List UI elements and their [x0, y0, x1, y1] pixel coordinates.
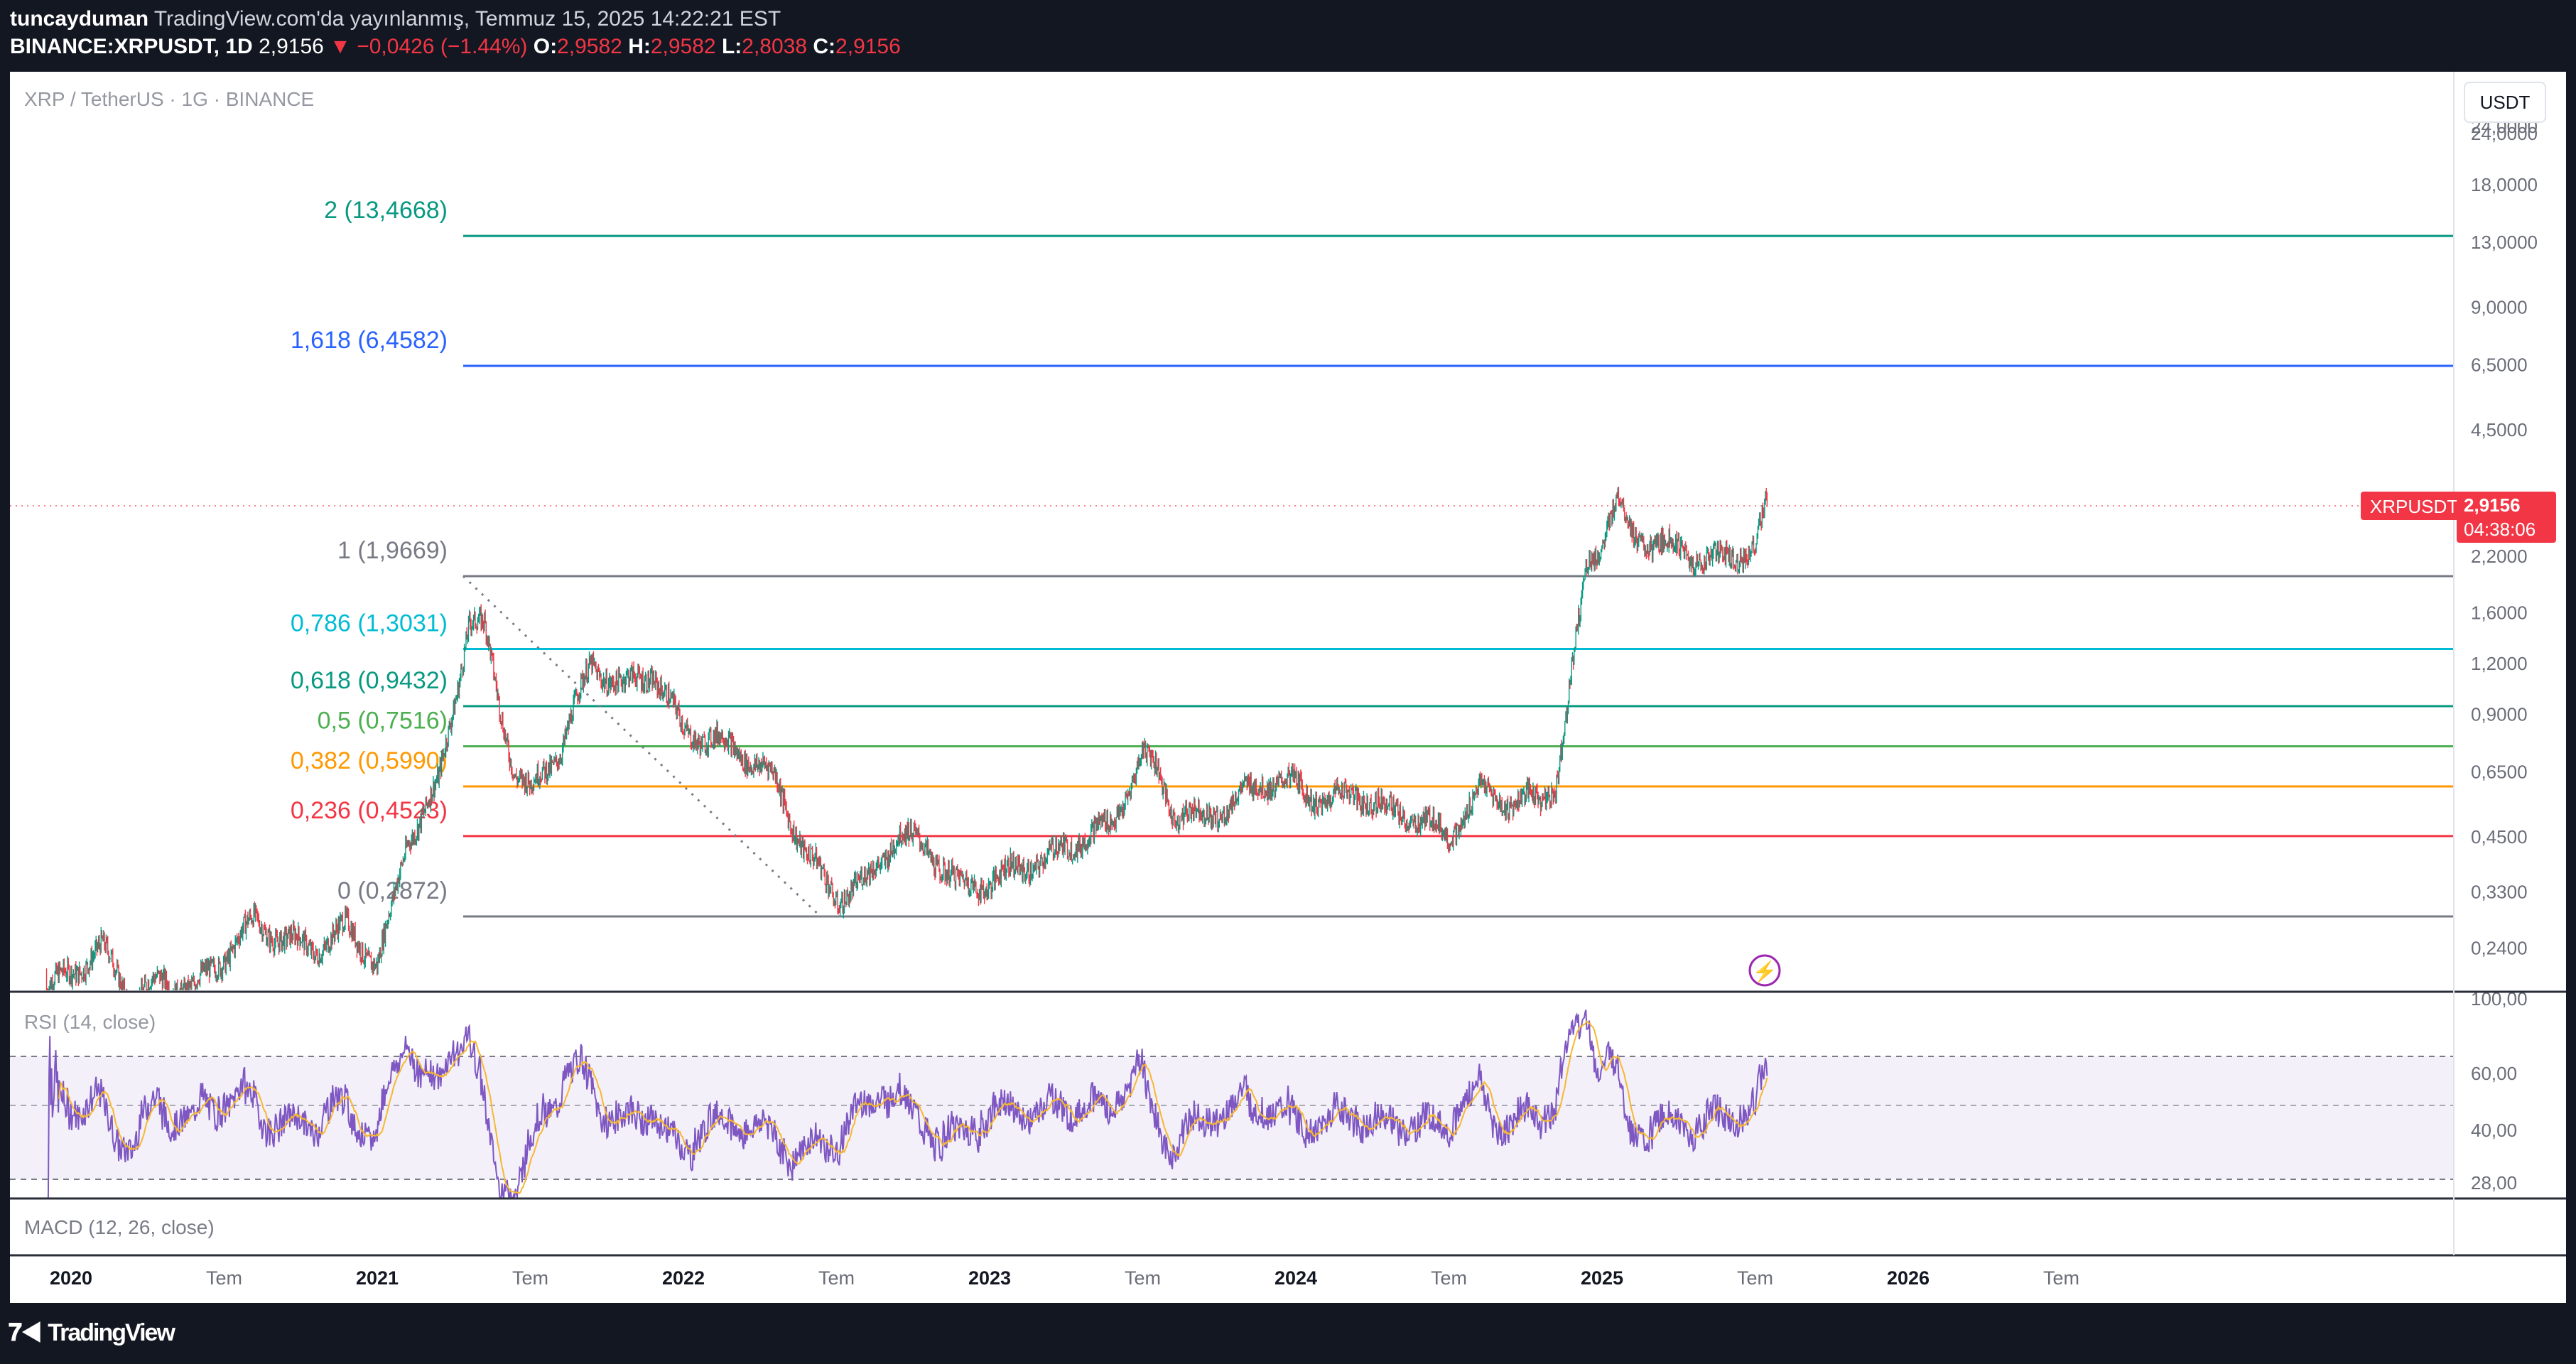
price-tag-symbol: XRPUSDT [2370, 496, 2458, 517]
price-tick-8: 1,2000 [2471, 653, 2528, 674]
time-tick-2: 2021 [356, 1267, 399, 1289]
down-triangle-icon: ▼ [330, 35, 351, 58]
price-tick-2: 13,0000 [2471, 232, 2538, 253]
header-bar: tuncayduman TradingView.com'da yayınlanm… [0, 0, 2576, 71]
close-value: 2,9156 [835, 35, 901, 58]
symbol-label: BINANCE:XRPUSDT, 1D [10, 35, 253, 58]
ohlc-line: BINANCE:XRPUSDT, 1D 2,9156 ▼ −0,0426 (−1… [10, 35, 901, 59]
fib-level-label-0: 2 (13,4668) [324, 197, 448, 224]
open-label: O: [533, 35, 558, 58]
brand-name: TradingView [48, 1319, 175, 1346]
price-tick-11: 0,4500 [2471, 826, 2528, 848]
tv-logo-icon: 𝟕◀ [9, 1319, 42, 1346]
time-tick-12: 2026 [1887, 1267, 1930, 1289]
low-label: L: [721, 35, 742, 58]
time-tick-8: 2024 [1275, 1267, 1317, 1289]
time-tick-7: Tem [1125, 1267, 1161, 1289]
time-tick-9: Tem [1431, 1267, 1467, 1289]
price-tag-bg [2457, 492, 2556, 543]
price-tag-countdown: 04:38:06 [2464, 519, 2536, 540]
flash-event-icon[interactable] [1748, 954, 1781, 987]
price-tick-10: 0,6500 [2471, 762, 2528, 783]
pane-title: XRP / TetherUS · 1G · BINANCE [24, 88, 315, 110]
time-axis[interactable]: 2020 Tem 2021 Tem 2022 Tem 2023 Tem 2024 Tem 2025 T… [50, 1267, 2079, 1289]
currency-button[interactable]: USDT [2464, 82, 2546, 123]
time-tick-3: Tem [512, 1267, 548, 1289]
open-value: 2,9582 [557, 35, 622, 58]
rsi-tick-2: 40,00 [2471, 1120, 2517, 1141]
rsi-tick-1: 60,00 [2471, 1063, 2517, 1084]
fib-level-label-5: 0,5 (0,7516) [318, 707, 448, 734]
price-tick-6: 2,2000 [2471, 546, 2528, 567]
time-tick-10: 2025 [1581, 1267, 1623, 1289]
publish-info: TradingView.com'da yayınlanmış, Temmuz 1… [153, 7, 781, 31]
time-tick-5: Tem [818, 1267, 855, 1289]
rsi-title[interactable]: RSI (14, close) [24, 1011, 156, 1033]
high-label: H: [628, 35, 651, 58]
price-tick-7: 1,6000 [2471, 602, 2528, 623]
fib-trend-line[interactable] [462, 575, 822, 918]
time-tick-0: 2020 [50, 1267, 92, 1289]
rsi-tick-3: 28,00 [2471, 1172, 2517, 1194]
fib-level-label-2: 1 (1,9669) [337, 537, 448, 564]
time-tick-1: Tem [206, 1267, 242, 1289]
lightning-glyph: ⚡ [1753, 960, 1777, 983]
close-label: C: [813, 35, 836, 58]
fib-level-label-1: 1,618 (6,4582) [291, 327, 448, 354]
price-tick-12: 0,3300 [2471, 881, 2528, 902]
time-tick-13: Tem [2043, 1267, 2079, 1289]
time-tick-11: Tem [1737, 1267, 1773, 1289]
time-tick-6: 2023 [968, 1267, 1011, 1289]
low-value: 2,8038 [742, 35, 808, 58]
change-value: −0,0426 (−1.44%) [357, 35, 528, 58]
price-tick-3: 9,0000 [2471, 296, 2528, 318]
publish-line: tuncayduman TradingView.com'da yayınlanm… [10, 7, 781, 31]
fibonacci-retracement[interactable]: 2 (13,4668) 1,618 (6,4582) 1 (1,9669) 0,786… [291, 197, 2454, 918]
high-value: 2,9582 [650, 35, 716, 58]
brand-logo[interactable]: 𝟕◀ TradingView [9, 1316, 181, 1348]
fib-level-label-3: 0,786 (1,3031) [291, 610, 448, 637]
candles-group [45, 487, 1768, 990]
rsi-line[interactable] [47, 1010, 1768, 1199]
time-tick-4: 2022 [662, 1267, 705, 1289]
author-name[interactable]: tuncayduman [10, 7, 149, 31]
price-tick-9: 0,9000 [2471, 704, 2528, 725]
macd-title[interactable]: MACD (12, 26, close) [24, 1216, 215, 1238]
price-tick-0: 24,0000 [2471, 123, 2538, 144]
price-tick-1: 18,0000 [2471, 174, 2538, 195]
last-price: 2,9156 [259, 35, 324, 58]
price-tick-5: 4,5000 [2471, 419, 2528, 440]
price-tag-symbol-bg [2361, 492, 2467, 520]
price-tag-price: 2,9156 [2464, 494, 2521, 516]
footer-bar [0, 1303, 2576, 1364]
rsi-band-fill [10, 1056, 2454, 1179]
price-tick-13: 0,2400 [2471, 938, 2528, 959]
fib-level-label-4: 0,618 (0,9432) [291, 667, 448, 694]
rsi-ma-line [58, 1020, 1768, 1194]
price-tick-4: 6,5000 [2471, 354, 2528, 375]
fib-level-label-6: 0,382 (0,5990) [291, 747, 448, 774]
